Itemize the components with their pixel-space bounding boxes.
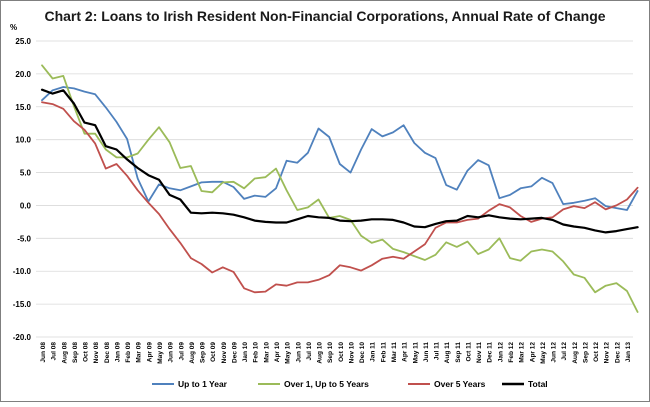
y-tick-label: 5.0 bbox=[20, 169, 32, 178]
x-tick-label: Aug 11 bbox=[444, 342, 451, 364]
x-tick-label: May 10 bbox=[285, 342, 292, 364]
x-tick-label: Apr 11 bbox=[402, 342, 409, 362]
x-tick-label: Apr 12 bbox=[529, 342, 536, 363]
x-tick-label: Dec 08 bbox=[104, 342, 111, 363]
series-group bbox=[40, 64, 639, 313]
x-tick-label: May 09 bbox=[157, 342, 164, 364]
x-tick-label: Oct 09 bbox=[210, 342, 217, 362]
x-tick-label: Dec 11 bbox=[487, 342, 494, 363]
x-tick-label: Feb 09 bbox=[125, 342, 132, 363]
x-tick-label: Nov 12 bbox=[604, 342, 611, 364]
x-tick-label: Jan 09 bbox=[114, 342, 121, 363]
y-axis-unit-label: % bbox=[10, 23, 17, 32]
x-axis-ticks: Jun 08 Jul 08 Aug 08 Sep 08 Oct 08 Nov 08 Dec … bbox=[40, 342, 632, 364]
x-tick-label: Sep 11 bbox=[455, 342, 462, 363]
series-line-total bbox=[40, 88, 639, 234]
series-line-over-1-up-to-5-years bbox=[41, 64, 639, 313]
y-tick-label: 20.0 bbox=[15, 70, 31, 79]
x-tick-label: Oct 08 bbox=[83, 342, 90, 362]
x-tick-label: Jan 12 bbox=[497, 342, 504, 363]
x-tick-label: Jan 10 bbox=[242, 342, 249, 363]
y-tick-label: -10.0 bbox=[13, 267, 32, 276]
x-tick-label: Jul 09 bbox=[178, 342, 185, 361]
x-tick-label: Feb 12 bbox=[508, 342, 515, 363]
y-tick-label: 15.0 bbox=[15, 103, 31, 112]
x-tick-label: Mar 12 bbox=[519, 342, 526, 363]
x-tick-label: Mar 09 bbox=[136, 342, 143, 363]
y-tick-label: 10.0 bbox=[15, 136, 31, 145]
legend-label: Total bbox=[528, 379, 548, 389]
x-tick-label: Jun 10 bbox=[295, 342, 302, 363]
legend: Up to 1 Year Over 1, Up to 5 Years Over 5 … bbox=[152, 379, 548, 389]
x-tick-label: Jul 11 bbox=[434, 342, 441, 360]
x-tick-label: Jun 08 bbox=[40, 342, 47, 363]
x-tick-label: Jun 12 bbox=[551, 342, 558, 363]
x-tick-label: Aug 12 bbox=[572, 342, 579, 364]
x-tick-label: Aug 08 bbox=[61, 342, 68, 364]
x-tick-label: Dec 12 bbox=[614, 342, 621, 363]
y-tick-label: -5.0 bbox=[17, 234, 31, 243]
series-line-up-to-1-year bbox=[41, 86, 639, 211]
x-tick-label: Oct 11 bbox=[465, 342, 472, 362]
y-tick-label: 25.0 bbox=[15, 37, 31, 46]
x-tick-label: Nov 08 bbox=[93, 342, 100, 364]
x-tick-label: Apr 09 bbox=[146, 342, 153, 363]
x-tick-label: May 11 bbox=[412, 342, 419, 364]
x-tick-label: Feb 10 bbox=[253, 342, 260, 363]
x-tick-label: Sep 08 bbox=[72, 342, 79, 363]
gridlines bbox=[36, 40, 633, 338]
chart-title: Chart 2: Loans to Irish Resident Non-Fin… bbox=[44, 8, 605, 24]
y-tick-label: -15.0 bbox=[13, 300, 32, 309]
legend-label: Over 1, Up to 5 Years bbox=[284, 379, 369, 389]
x-tick-label: Aug 10 bbox=[317, 342, 324, 364]
x-tick-label: Dec 09 bbox=[231, 342, 238, 363]
x-tick-label: Nov 10 bbox=[348, 342, 355, 364]
y-axis-ticks: 25.0 20.0 15.0 10.0 5.0 0.0 -5.0 -10.0 -15.0 -20.… bbox=[13, 37, 32, 342]
x-tick-label: May 12 bbox=[540, 342, 547, 364]
y-tick-label: 0.0 bbox=[20, 201, 32, 210]
x-tick-label: Jun 11 bbox=[423, 342, 430, 363]
x-tick-label: Jul 10 bbox=[306, 342, 313, 361]
legend-label: Over 5 Years bbox=[434, 379, 486, 389]
x-tick-label: Sep 12 bbox=[582, 342, 589, 363]
x-tick-label: Jun 09 bbox=[168, 342, 175, 363]
x-tick-label: Jan 13 bbox=[625, 342, 632, 363]
x-tick-label: Dec 10 bbox=[359, 342, 366, 363]
x-tick-label: Oct 10 bbox=[338, 342, 345, 362]
x-tick-label: Aug 09 bbox=[189, 342, 196, 364]
y-tick-label: -20.0 bbox=[13, 333, 32, 342]
x-tick-label: Nov 11 bbox=[476, 342, 483, 363]
x-tick-label: Oct 12 bbox=[593, 342, 600, 362]
x-tick-label: Mar 11 bbox=[391, 342, 398, 363]
x-tick-label: Jul 08 bbox=[51, 342, 58, 361]
x-tick-label: Nov 09 bbox=[221, 342, 228, 364]
x-tick-label: Sep 10 bbox=[327, 342, 334, 363]
x-tick-label: Feb 11 bbox=[380, 342, 387, 363]
x-tick-label: Apr 10 bbox=[274, 342, 281, 363]
x-tick-label: Sep 09 bbox=[200, 342, 207, 363]
x-tick-label: Jan 11 bbox=[370, 342, 377, 362]
x-tick-label: Mar 10 bbox=[263, 342, 270, 363]
x-tick-label: Jul 12 bbox=[561, 342, 568, 361]
legend-label: Up to 1 Year bbox=[178, 379, 228, 389]
series-line-over-5-years bbox=[41, 101, 639, 294]
